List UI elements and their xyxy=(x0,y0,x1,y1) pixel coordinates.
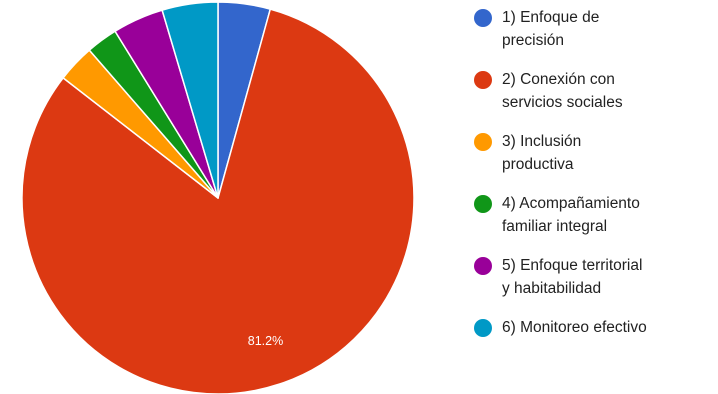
pie-slice[interactable] xyxy=(161,1,219,199)
legend-item[interactable]: 6) Monitoreo efectivo xyxy=(474,316,714,378)
legend-swatch xyxy=(474,257,492,275)
pie-slice[interactable] xyxy=(21,8,415,394)
legend-item[interactable]: 3) Inclusión productiva xyxy=(474,130,714,192)
chart-legend: 1) Enfoque de precisión 2) Conexión con … xyxy=(474,6,714,378)
legend-swatch xyxy=(474,9,492,27)
legend-label: 3) Inclusión productiva xyxy=(502,133,582,173)
legend-swatch xyxy=(474,195,492,213)
legend-item[interactable]: 2) Conexión con servicios sociales xyxy=(474,68,714,130)
legend-label: 1) Enfoque de precisión xyxy=(502,9,600,49)
pie-data-labels: 81.2% xyxy=(248,334,283,348)
pie-data-label: 81.2% xyxy=(248,334,283,348)
legend-swatch xyxy=(474,71,492,89)
legend-label: 2) Conexión con servicios sociales xyxy=(502,71,623,111)
legend-label: 6) Monitoreo efectivo xyxy=(502,319,647,336)
pie-slices xyxy=(21,1,415,394)
legend-item[interactable]: 4) Acompañamiento familiar integral xyxy=(474,192,714,254)
legend-swatch xyxy=(474,319,492,337)
legend-item[interactable]: 1) Enfoque de precisión xyxy=(474,6,714,68)
legend-swatch xyxy=(474,133,492,151)
legend-label: 5) Enfoque territorial y habitabilidad xyxy=(502,257,643,297)
legend-label: 4) Acompañamiento familiar integral xyxy=(502,195,640,235)
legend-item[interactable]: 5) Enfoque territorial y habitabilidad xyxy=(474,254,714,316)
